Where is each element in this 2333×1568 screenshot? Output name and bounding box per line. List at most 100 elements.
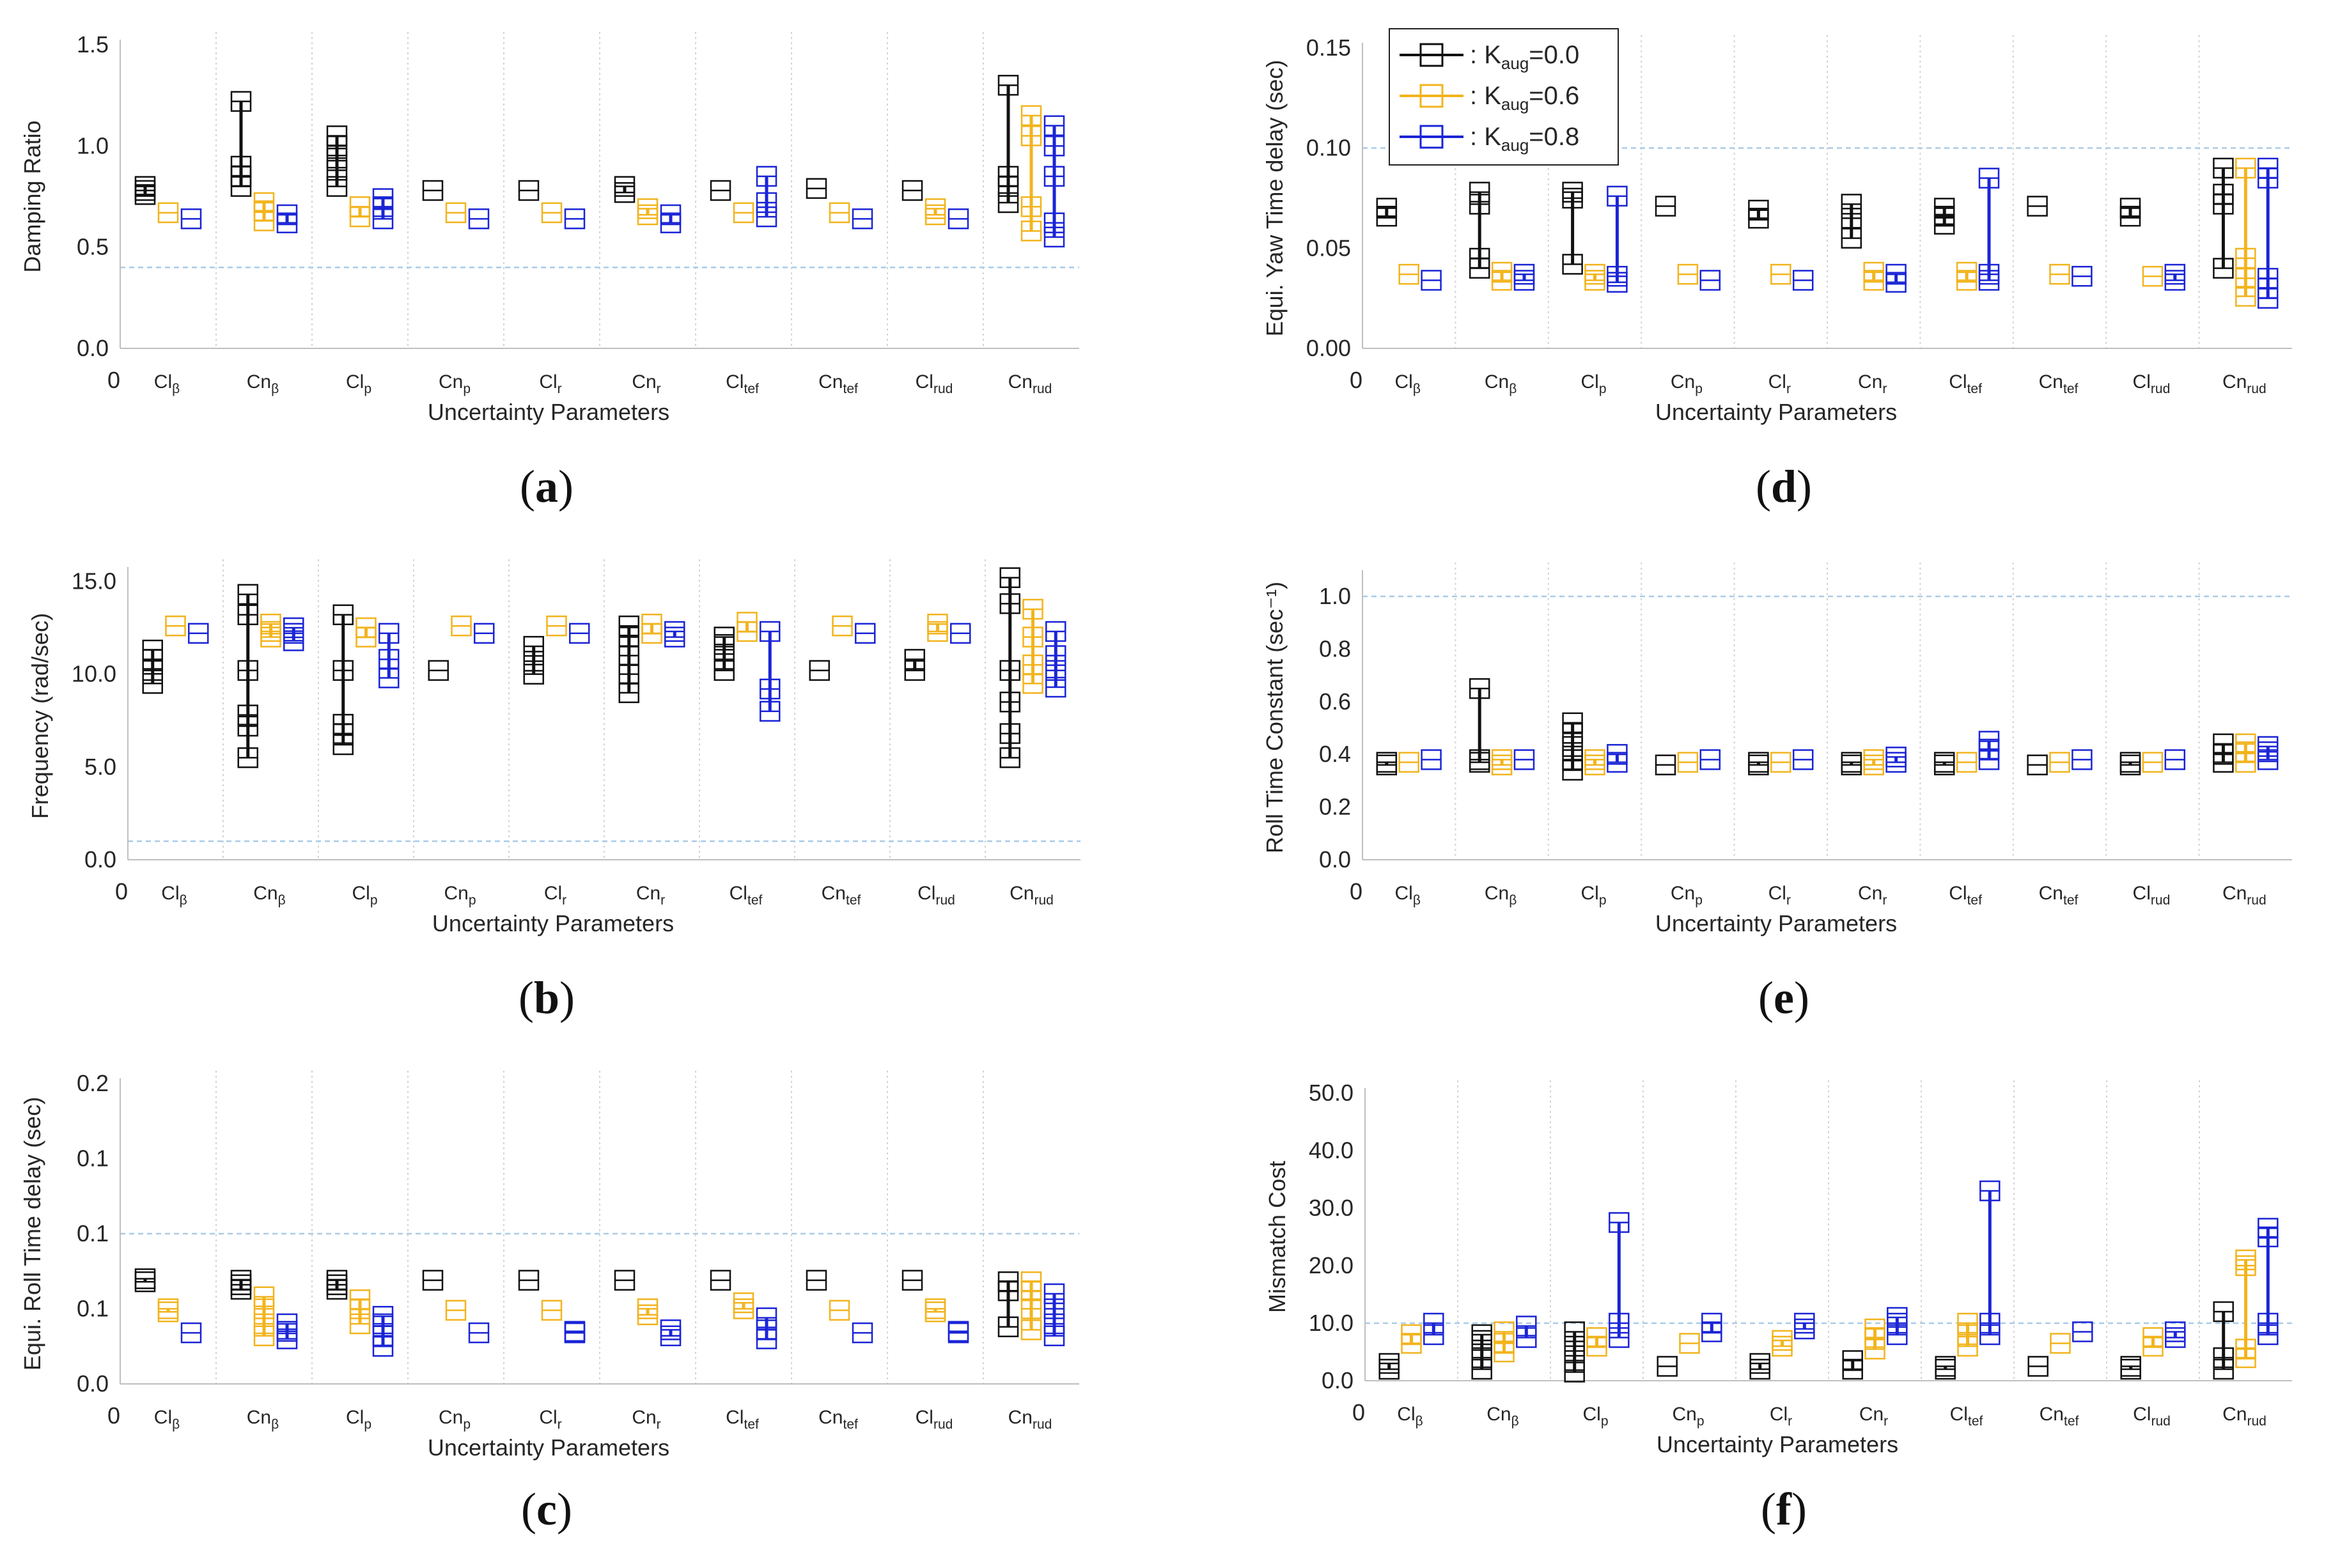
category-label: Cltef [1949, 371, 1982, 396]
data-group [1978, 167, 2000, 291]
data-group [1376, 752, 1398, 775]
data-group [733, 1292, 754, 1319]
category-label: Clβ [161, 883, 187, 908]
category-label: Cnrud [2222, 371, 2267, 396]
data-group [1609, 1212, 1630, 1348]
data-group [1699, 749, 1721, 770]
data-group [1701, 1312, 1722, 1342]
data-group [372, 1306, 394, 1357]
category-label: Clβ [154, 1407, 180, 1432]
data-group [1022, 598, 1043, 694]
data-group [832, 615, 853, 637]
category-label: Cnrud [2222, 1404, 2267, 1429]
category-label: Clr [544, 883, 566, 908]
category-label: Cntef [2039, 371, 2079, 396]
data-group [1863, 261, 1884, 291]
legend-label-sub: aug [1501, 136, 1529, 155]
category-label: Cnr [1859, 1404, 1888, 1429]
data-group [428, 660, 449, 681]
data-group [1564, 1321, 1585, 1383]
data-group [1491, 261, 1513, 291]
data-group [660, 204, 682, 233]
y-tick-label: 10.0 [72, 661, 116, 687]
legend-label-prefix: : K [1470, 41, 1501, 69]
data-group [1562, 182, 1583, 275]
y-tick-label: 20.0 [1309, 1252, 1354, 1278]
category-label: Clβ [1394, 883, 1420, 908]
category-label: Cnr [632, 1407, 660, 1432]
data-group [332, 604, 354, 756]
data-group [852, 208, 873, 229]
data-group [1376, 198, 1398, 227]
panel-label-c: (c) [521, 1484, 572, 1535]
data-group [1887, 1307, 1908, 1346]
data-group [2142, 1327, 2164, 1357]
data-group [1792, 749, 1814, 770]
data-group [518, 1269, 540, 1291]
data-group [999, 567, 1020, 768]
data-group [1562, 712, 1583, 781]
data-group [1885, 747, 1907, 773]
data-group [355, 617, 377, 648]
data-group [1655, 754, 1676, 775]
category-label: Cltef [1949, 883, 1982, 908]
data-group [1978, 731, 2000, 770]
data-group [829, 1300, 850, 1321]
data-group [950, 623, 971, 644]
data-group [809, 660, 830, 681]
x-axis-title: Uncertainty Parameters [1657, 1431, 1898, 1457]
data-group [2027, 196, 2048, 217]
data-group [2027, 754, 2048, 775]
data-group [1421, 749, 1442, 770]
y-tick-label: 0.0 [1319, 846, 1351, 873]
data-group [2258, 1218, 2279, 1346]
data-group [445, 1300, 467, 1321]
category-label: Clrud [2133, 1404, 2171, 1429]
data-group [1679, 1333, 1700, 1354]
data-group [660, 1319, 682, 1347]
data-group [541, 202, 563, 224]
data-group [260, 614, 281, 648]
category-label: Clrud [2133, 883, 2171, 908]
x-zero-label: 0 [1350, 878, 1362, 904]
category-label: Cltef [726, 371, 759, 396]
legend-marker-black [1400, 43, 1463, 67]
data-group [2213, 157, 2234, 279]
data-group [2165, 1321, 2186, 1348]
data-group [2072, 265, 2093, 287]
data-group [165, 615, 186, 637]
data-group [276, 1313, 298, 1349]
data-group [1864, 1318, 1885, 1360]
y-axis-title: Mismatch Cost [1264, 1161, 1290, 1313]
category-label: Cnβ [1486, 1404, 1518, 1429]
x-axis-title: Uncertainty Parameters [428, 1434, 669, 1461]
data-group [664, 621, 685, 648]
data-group [2257, 736, 2279, 770]
data-group [253, 192, 275, 231]
data-group [2164, 263, 2186, 291]
data-group [422, 1269, 444, 1291]
data-group [1957, 1312, 1978, 1357]
data-group [1398, 752, 1419, 773]
data-group [1020, 1271, 1042, 1340]
y-axis-title: Equi. Yaw Time delay (sec) [1261, 60, 1288, 337]
category-label: Cnβ [1485, 371, 1517, 396]
category-label: Cntef [2039, 883, 2079, 908]
x-zero-label: 0 [107, 1402, 120, 1429]
panel-c-chart: 0.0 0.1 0.1 0.1 0.2 0 Clβ Cnβ Clp Cnp Clr Cnr Cltef C… [19, 1070, 1079, 1461]
data-group [2119, 198, 2141, 227]
category-label: Cnβ [1485, 883, 1517, 908]
data-group [2213, 733, 2234, 773]
data-group [564, 1321, 586, 1344]
data-group [1935, 1356, 1956, 1380]
data-group [1398, 263, 1419, 285]
data-group [1677, 752, 1699, 773]
data-group [1469, 678, 1490, 773]
data-group [760, 621, 781, 722]
data-group [134, 176, 156, 205]
panel-label-e: (e) [1758, 972, 1809, 1023]
y-tick-label: 1.5 [77, 31, 109, 58]
data-group [1770, 263, 1791, 285]
category-label: Cnp [1672, 1404, 1704, 1429]
y-axis-title: Frequency (rad/sec) [27, 613, 53, 819]
